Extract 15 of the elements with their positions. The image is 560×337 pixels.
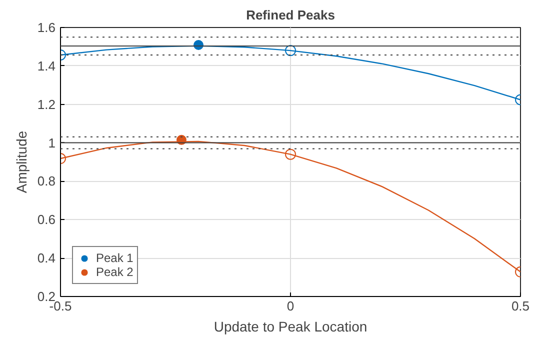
y-tick-label: 0.2	[37, 289, 56, 304]
legend-label: Peak 2	[96, 265, 134, 279]
chart-title: Refined Peaks	[246, 8, 335, 22]
y-tick-label: 0.4	[37, 250, 56, 266]
y-tick-label: 0.6	[37, 212, 56, 228]
y-tick-label: 1.2	[37, 96, 56, 112]
y-tick-label: 1.6	[37, 20, 56, 35]
legend-label: Peak 1	[96, 251, 134, 265]
y-tick-label: 0.8	[37, 174, 56, 189]
x-tick-label: 0.5	[511, 298, 530, 314]
y-axis-title: Amplitude	[13, 130, 30, 194]
y-tick-label: 1	[48, 135, 56, 150]
x-axis-title: Update to Peak Location	[214, 318, 368, 334]
x-tick-label: 0	[286, 298, 294, 314]
y-tick-label: 1.4	[37, 58, 56, 74]
